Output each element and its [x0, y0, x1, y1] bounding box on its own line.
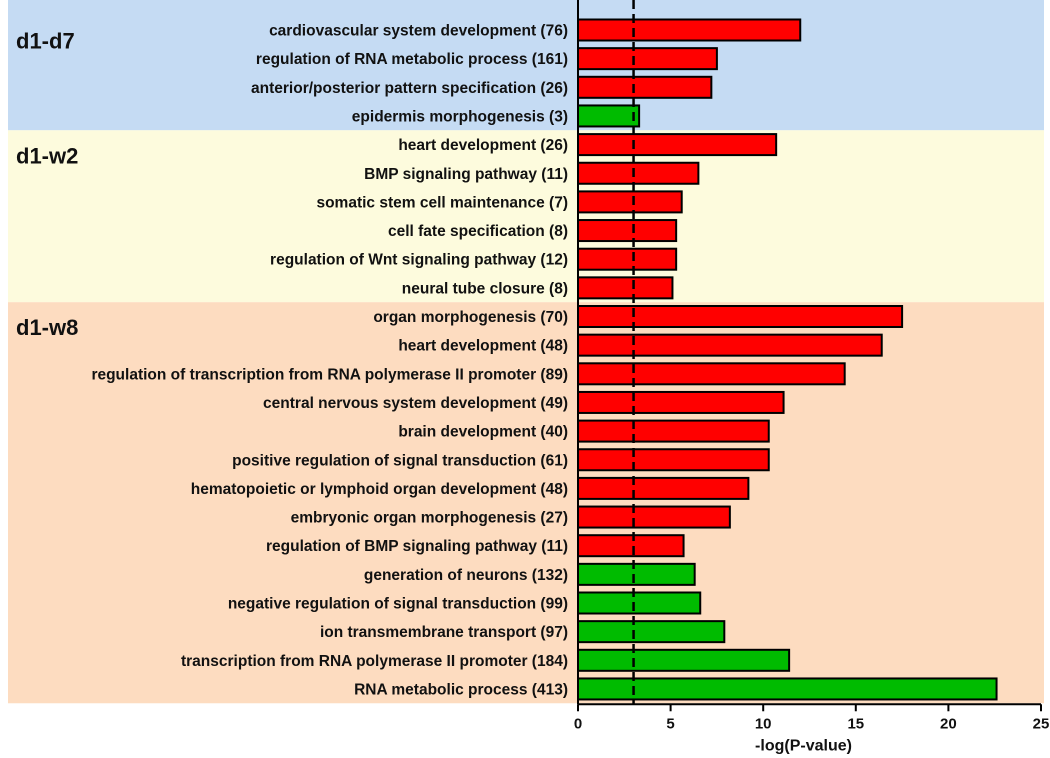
bar: [577, 219, 678, 243]
bar: [577, 75, 713, 99]
category-label: anterior/posterior pattern specification…: [251, 80, 568, 97]
bar: [577, 448, 770, 472]
group-background: [8, 130, 1044, 303]
category-label: organ morphogenesis (70): [373, 309, 568, 326]
category-label: transcription from RNA polymerase II pro…: [181, 653, 568, 670]
x-tick-label: 5: [666, 715, 674, 732]
category-label: regulation of Wnt signaling pathway (12): [270, 252, 568, 269]
category-label: cell fate specification (8): [388, 223, 568, 240]
x-axis-title: -log(P-value): [755, 737, 852, 754]
bar: [577, 362, 846, 386]
category-label: regulation of transcription from RNA pol…: [91, 366, 568, 383]
category-label: ion transmembrane transport (97): [320, 624, 568, 641]
group-backgrounds: [8, 0, 1044, 704]
category-label: generation of neurons (132): [364, 567, 568, 584]
group-background: [8, 0, 1044, 131]
x-tick-label: 10: [755, 715, 772, 732]
x-tick-label: 0: [574, 715, 582, 732]
x-tick-label: 20: [940, 715, 957, 732]
bar: [577, 133, 778, 157]
category-label: embryonic organ morphogenesis (27): [291, 510, 568, 527]
bar: [577, 648, 791, 672]
category-label: heart development (48): [398, 338, 568, 355]
bar: [577, 47, 718, 71]
group-label: d1-w8: [16, 315, 78, 340]
bar: [577, 247, 678, 271]
category-label: regulation of BMP signaling pathway (11): [266, 538, 568, 555]
bar: [577, 161, 700, 185]
category-label: hematopoietic or lymphoid organ developm…: [191, 481, 568, 498]
x-tick-label: 25: [1033, 715, 1050, 732]
category-label: positive regulation of signal transducti…: [232, 452, 568, 469]
group-background: [8, 302, 1044, 704]
group-label: d1-w2: [16, 143, 78, 168]
bar: [577, 620, 726, 644]
bar: [577, 419, 770, 443]
bar: [577, 562, 696, 586]
bar: [577, 505, 731, 529]
bar: [577, 305, 904, 328]
x-axis: 0 5 10 15 20 25: [574, 0, 1050, 732]
category-label: neural tube closure (8): [402, 280, 568, 297]
bar: [577, 276, 674, 300]
bar: [577, 677, 998, 701]
bar: [577, 104, 641, 128]
bar: [577, 390, 785, 414]
group-label: d1-d7: [16, 29, 75, 54]
bar: [577, 333, 883, 357]
bar: [577, 476, 750, 500]
bar: [577, 534, 685, 558]
bar: [577, 591, 702, 615]
category-label: brain development (40): [398, 424, 568, 441]
category-label: somatic stem cell maintenance (7): [316, 194, 568, 211]
category-label: central nervous system development (49): [263, 395, 568, 412]
category-label: regulation of RNA metabolic process (161…: [256, 51, 568, 68]
bar: [577, 190, 683, 214]
category-label: RNA metabolic process (413): [354, 681, 568, 698]
category-labels: cardiovascular system development (76) re…: [91, 23, 568, 699]
bar: [577, 18, 802, 42]
x-tick-label: 15: [847, 715, 864, 732]
category-label: heart development (26): [398, 137, 568, 154]
category-label: BMP signaling pathway (11): [364, 166, 568, 183]
category-label: cardiovascular system development (76): [269, 23, 568, 40]
group-labels: d1-d7 d1-w2 d1-w8: [16, 29, 78, 340]
category-label: negative regulation of signal transducti…: [228, 596, 568, 613]
category-label: epidermis morphogenesis (3): [352, 108, 568, 125]
